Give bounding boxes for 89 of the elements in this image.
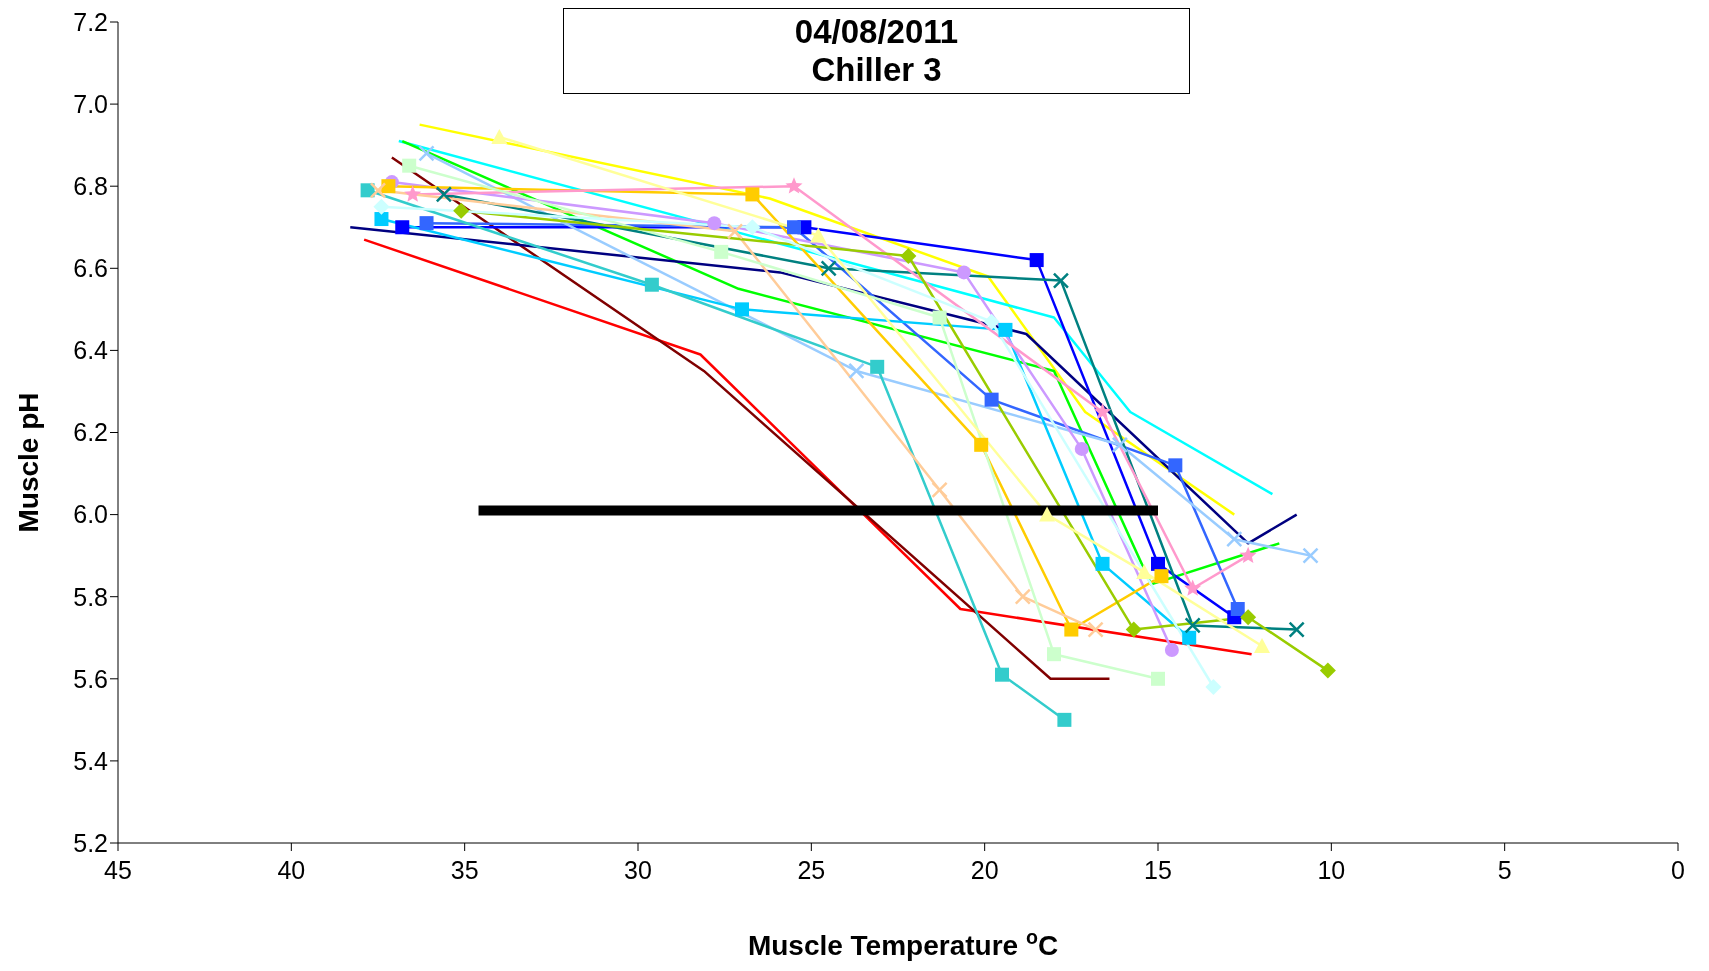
point (1136, 564, 1153, 580)
point (870, 359, 885, 374)
point (1064, 622, 1079, 637)
point (1205, 679, 1222, 696)
x-tick-label: 10 (1317, 855, 1346, 884)
point (1226, 530, 1243, 548)
x-tick-label: 40 (277, 855, 306, 884)
point (1168, 458, 1183, 473)
point (491, 128, 508, 144)
point (1184, 579, 1202, 596)
point (900, 247, 917, 264)
point (1240, 609, 1257, 626)
x-tick-label: 5 (1497, 855, 1512, 884)
point (983, 313, 1000, 330)
point (995, 667, 1009, 682)
point (1125, 621, 1142, 638)
point (744, 219, 761, 236)
point (931, 481, 948, 499)
x-tick-label: 0 (1671, 855, 1685, 884)
y-tick-label: 5.4 (73, 746, 109, 775)
y-tick-label: 7.0 (73, 89, 108, 118)
x-tick-label: 30 (624, 855, 652, 884)
x-tick-label: 25 (797, 855, 826, 884)
x-axis-title: Muscle Temperature $^{o}$C (747, 926, 1059, 961)
point (785, 177, 803, 194)
point (419, 216, 434, 231)
point (745, 187, 760, 202)
title-frame: 04/08/2011 Chiller 3 (563, 8, 1190, 94)
point (956, 265, 971, 280)
point (1111, 436, 1129, 454)
point (1154, 569, 1169, 584)
y-tick-label: 6.6 (73, 254, 108, 283)
point (644, 277, 659, 292)
y-tick-label: 6.0 (73, 500, 108, 529)
point (374, 212, 389, 227)
point (787, 220, 801, 235)
point (395, 220, 410, 235)
y-tick-label: 6.4 (73, 336, 109, 365)
point (998, 322, 1013, 337)
point (1095, 556, 1110, 571)
point (1239, 546, 1257, 563)
y-axis-title: Muscle pH (13, 392, 44, 533)
point (1052, 272, 1070, 289)
point (1302, 547, 1319, 564)
point (984, 392, 999, 407)
point (453, 202, 470, 219)
point (1093, 402, 1112, 420)
point (974, 437, 989, 452)
point (1288, 621, 1305, 638)
point (1319, 662, 1336, 679)
y-tick-label: 5.6 (73, 664, 108, 693)
point (373, 198, 390, 215)
chart-title: 04/08/2011 Chiller 3 (794, 13, 959, 89)
point (1087, 621, 1104, 638)
point (404, 185, 422, 202)
y-tick-label: 5.2 (73, 828, 108, 857)
point (820, 260, 837, 277)
point (1047, 647, 1061, 662)
point (1039, 506, 1056, 522)
point (1230, 602, 1245, 617)
point (714, 244, 729, 259)
point (435, 186, 453, 203)
point (1057, 712, 1072, 727)
point (1182, 630, 1197, 645)
point (932, 310, 947, 325)
point (726, 223, 744, 240)
point (1254, 637, 1270, 653)
point (707, 216, 722, 231)
point (369, 182, 387, 199)
point (1029, 253, 1044, 268)
x-tick-label: 35 (450, 855, 479, 884)
point (810, 227, 827, 243)
point (1184, 617, 1201, 634)
point (1074, 441, 1089, 456)
point (381, 179, 396, 194)
point (735, 302, 749, 317)
point (1164, 643, 1179, 658)
x-tick-label: 45 (104, 855, 132, 884)
x-tick-label: 15 (1144, 855, 1172, 884)
point (1151, 671, 1165, 686)
y-tick-label: 6.2 (73, 418, 108, 447)
x-tick-label: 20 (970, 855, 999, 884)
y-tick-label: 5.8 (73, 582, 108, 611)
point (402, 158, 417, 173)
point (848, 362, 865, 380)
point (1014, 588, 1032, 605)
y-tick-label: 7.2 (73, 7, 108, 36)
point (418, 145, 435, 162)
y-tick-label: 6.8 (73, 172, 108, 201)
